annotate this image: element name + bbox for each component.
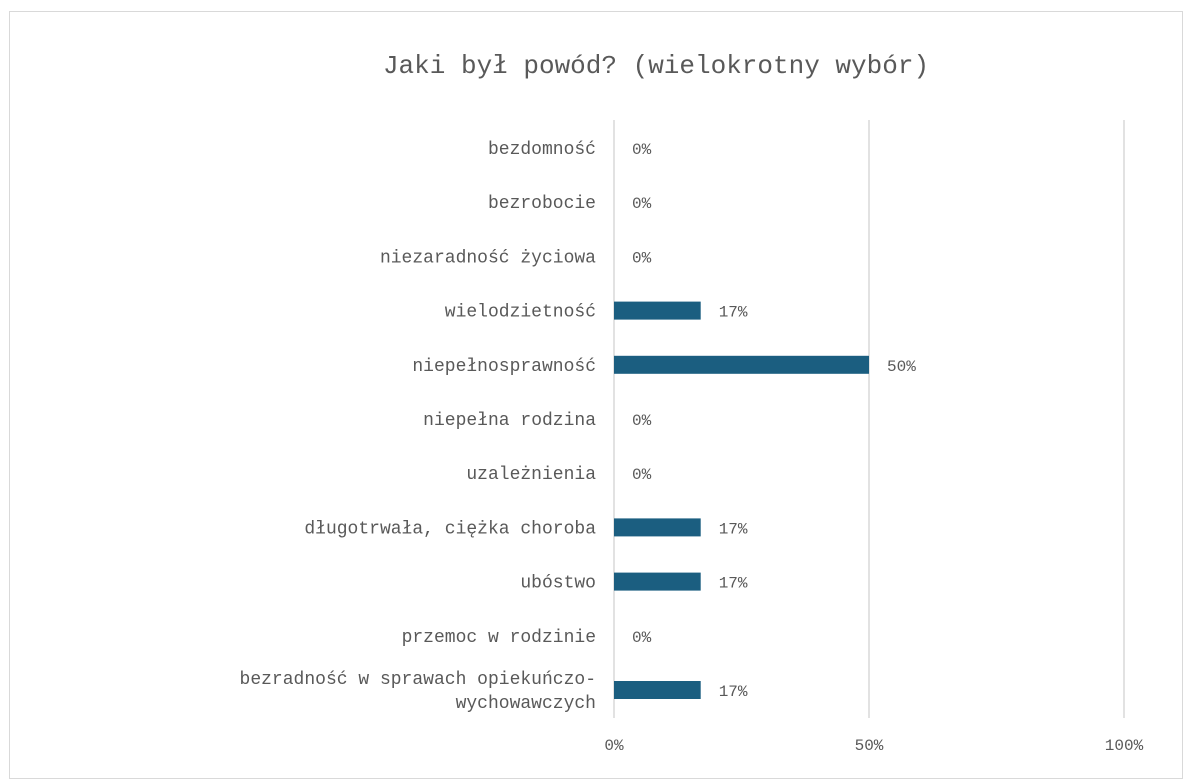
category-label: bezradność w sprawach opiekuńczo-wychowa…	[240, 670, 596, 714]
x-tick-labels: 0% 50% 100%	[604, 737, 1143, 755]
category-label: ubóstwo	[520, 574, 596, 594]
value-label: 0%	[632, 249, 652, 267]
chart-title: Jaki był powód? (wielokrotny wybór)	[383, 51, 929, 81]
bar	[614, 518, 701, 537]
value-label: 50%	[887, 358, 916, 376]
category-label: niepełna rodzina	[423, 411, 596, 431]
chart-frame	[9, 11, 1183, 779]
value-labels: 0% 0% 0% 17% 50% 0% 0% 17% 17% 0% 17%	[632, 141, 916, 701]
category-label: uzależnienia	[466, 465, 596, 485]
gridlines	[613, 120, 1125, 718]
bar	[614, 681, 701, 699]
category-label: niezaradność życiowa	[380, 248, 596, 268]
category-label: niepełnosprawność	[412, 357, 596, 377]
bars	[614, 301, 869, 699]
bar	[614, 572, 701, 591]
category-label: bezrobocie	[488, 194, 596, 214]
category-label: bezdomność	[488, 140, 596, 160]
category-label: przemoc w rodzinie	[402, 628, 596, 648]
category-label: wielodzietność	[445, 303, 596, 323]
x-tick-label: 100%	[1105, 737, 1144, 755]
value-label: 0%	[632, 629, 652, 647]
value-label: 17%	[719, 304, 748, 322]
bar	[614, 301, 701, 320]
x-tick-label: 50%	[855, 737, 884, 755]
x-tick-label: 0%	[604, 737, 624, 755]
value-label: 17%	[719, 683, 748, 701]
bar	[614, 355, 869, 374]
category-labels: bezdomność bezrobocie niezaradność życiowa…	[240, 140, 597, 714]
value-label: 0%	[632, 141, 652, 159]
value-label: 0%	[632, 195, 652, 213]
category-label: długotrwała, ciężka choroba	[304, 519, 596, 539]
value-label: 0%	[632, 466, 652, 484]
value-label: 17%	[719, 575, 748, 593]
value-label: 17%	[719, 520, 748, 538]
value-label: 0%	[632, 412, 652, 430]
